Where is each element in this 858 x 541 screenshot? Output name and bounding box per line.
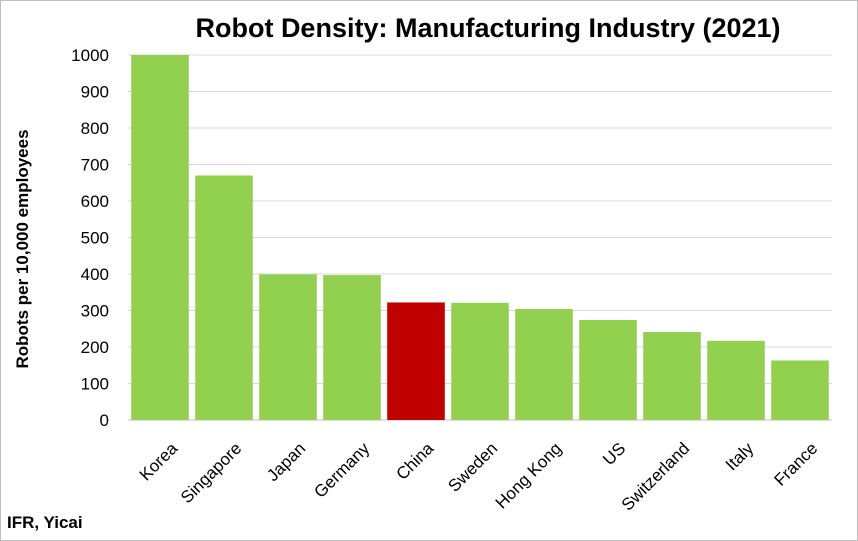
x-tick-label: Korea — [136, 439, 182, 485]
y-tick-label: 300 — [81, 302, 109, 321]
x-tick-label: US — [599, 439, 629, 469]
bar-france — [771, 360, 829, 420]
bar-us — [579, 319, 637, 420]
bar-sweden — [451, 302, 509, 420]
y-tick-label: 800 — [81, 119, 109, 138]
y-tick-label: 0 — [100, 411, 109, 430]
bar-japan — [259, 274, 317, 420]
x-tick-label: China — [392, 438, 437, 483]
source-label: IFR, Yicai — [7, 513, 83, 532]
y-tick-label: 200 — [81, 338, 109, 357]
y-tick-label: 500 — [81, 229, 109, 248]
y-axis-label: Robots per 10,000 employees — [13, 129, 32, 368]
x-tick-label: Italy — [722, 439, 758, 475]
y-tick-label: 100 — [81, 375, 109, 394]
y-tick-label: 700 — [81, 156, 109, 175]
x-tick-label: Japan — [263, 439, 309, 485]
x-tick-label: Germany — [310, 439, 373, 502]
x-tick-label: Hong Kong — [492, 439, 566, 513]
y-tick-label: 400 — [81, 265, 109, 284]
y-tick-labels: 0 100 200 300 400 500 600 700 800 900 1000 — [71, 46, 109, 430]
y-tick-label: 900 — [81, 83, 109, 102]
y-tick-label: 1000 — [71, 46, 109, 65]
x-tick-label: Switzerland — [618, 439, 694, 515]
x-tick-label: France — [770, 439, 821, 490]
bar-switzerland — [643, 332, 701, 420]
bar-hong-kong — [515, 309, 573, 420]
bars — [131, 55, 829, 420]
x-tick-label: Singapore — [177, 439, 245, 507]
x-tick-label: Sweden — [444, 439, 501, 496]
bar-singapore — [195, 175, 253, 420]
bar-china — [387, 302, 445, 420]
bar-korea — [131, 55, 189, 420]
bar-italy — [707, 340, 765, 420]
bar-germany — [323, 275, 381, 420]
chart-title: Robot Density: Manufacturing Industry (2… — [195, 13, 780, 43]
y-tick-label: 600 — [81, 192, 109, 211]
